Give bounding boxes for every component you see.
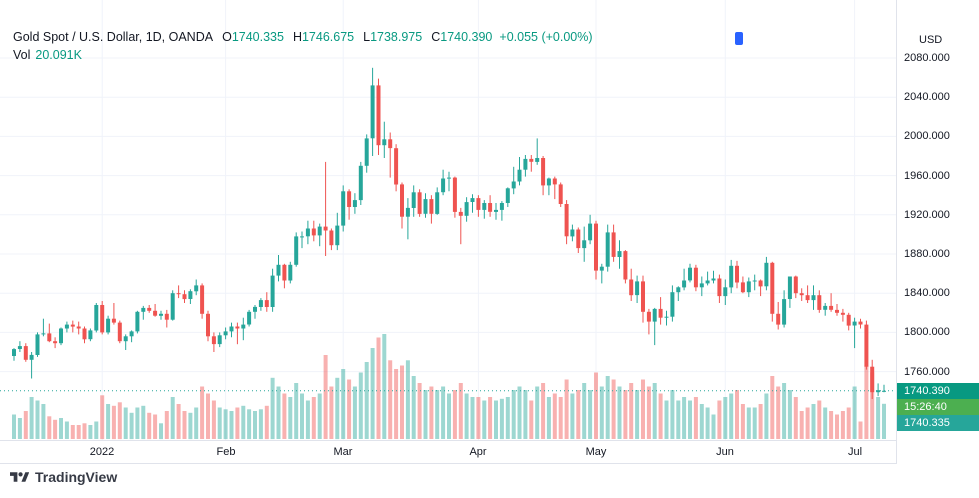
tradingview-logo-icon (10, 470, 29, 485)
tradingview-logo[interactable]: TradingView (10, 469, 117, 485)
close-label: C (431, 30, 441, 44)
currency-label: USD (919, 34, 943, 46)
low-value: 1738.975 (370, 30, 423, 44)
open-label: O (222, 30, 232, 44)
time-axis[interactable]: 2022 Feb Mar Apr May Jun Jul (0, 440, 979, 464)
time-axis-label-jul: Jul (847, 446, 863, 458)
open-price-badge: 1740.335 (897, 415, 979, 431)
legend-row-volume: Vol 20.091K (13, 48, 593, 62)
tradingview-logo-text: TradingView (35, 469, 118, 485)
price-axis-label: 1760.000 (904, 366, 950, 378)
price-axis-label: 1840.000 (904, 287, 950, 299)
time-axis-label-may: May (585, 446, 607, 458)
price-axis-label: 2000.000 (904, 130, 950, 142)
time-axis-label-jun: Jun (716, 446, 734, 458)
open-value: 1740.335 (231, 30, 284, 44)
time-axis-label-mar: Mar (333, 446, 353, 458)
high-label: H (292, 30, 302, 44)
price-axis-label: 2040.000 (904, 91, 950, 103)
close-value: 1740.390 (440, 30, 493, 44)
chart-legend: Gold Spot / U.S. Dollar, 1D, OANDA O1740.… (13, 30, 593, 62)
low-label: L (363, 30, 371, 44)
change-value: +0.055 (+0.00%) (499, 30, 593, 44)
alert-flag-icon[interactable] (735, 32, 743, 45)
last-price-badge: 1740.390 (897, 383, 979, 399)
price-axis-label: 1920.000 (904, 209, 950, 221)
time-axis-label-apr: Apr (469, 446, 487, 458)
volume-label[interactable]: Vol (13, 48, 31, 62)
price-axis-label: 2080.000 (904, 52, 950, 64)
volume-value: 20.091K (35, 48, 82, 62)
time-axis-label-2022: 2022 (89, 446, 115, 458)
legend-row-main: Gold Spot / U.S. Dollar, 1D, OANDA O1740.… (13, 30, 593, 44)
time-axis-label-feb: Feb (216, 446, 236, 458)
price-axis-label: 1800.000 (904, 326, 950, 338)
countdown-badge: 15:26:40 (897, 399, 979, 415)
high-value: 1746.675 (301, 30, 355, 44)
price-axis-label: 1960.000 (904, 170, 950, 182)
symbol-title[interactable]: Gold Spot / U.S. Dollar, 1D, OANDA (13, 30, 214, 44)
price-axis[interactable]: USD 2080.000 2040.000 2000.000 1960.000 1920… (896, 0, 979, 464)
price-axis-label: 1880.000 (904, 248, 950, 260)
candlestick-chart[interactable] (0, 0, 896, 440)
